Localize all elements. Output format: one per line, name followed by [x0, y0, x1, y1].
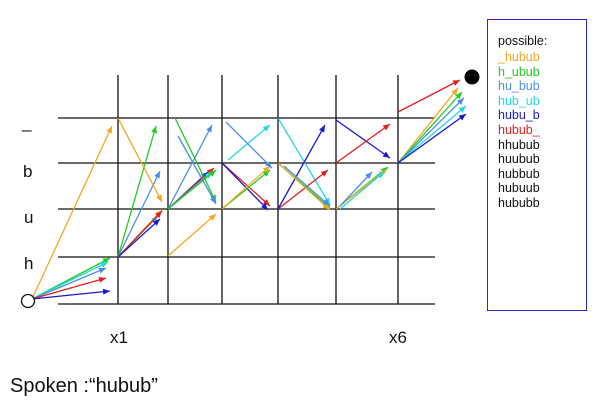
arrow	[277, 124, 326, 210]
arrow	[117, 117, 163, 203]
arrow	[31, 125, 113, 300]
x-label-last: x6	[389, 328, 407, 347]
arrow	[221, 162, 269, 211]
x-label-first: x1	[110, 328, 128, 347]
arrow	[31, 267, 107, 300]
arrow	[397, 105, 467, 164]
path-arrows	[31, 79, 467, 300]
arrow	[31, 261, 109, 300]
possible-paths-legend: possible: _hubub h_ubub hu_bub hub_ub hu…	[487, 19, 587, 311]
arrow	[397, 113, 467, 164]
legend-item: hubuub	[498, 181, 540, 196]
arrow	[31, 288, 111, 300]
arrow	[397, 79, 461, 113]
row-label-h: h	[24, 254, 33, 273]
arrow	[283, 165, 331, 207]
arrow	[225, 121, 273, 169]
end-node	[464, 69, 480, 85]
arrow	[117, 210, 163, 258]
arrow	[174, 117, 217, 203]
arrow	[31, 277, 107, 300]
legend-item: hububb	[498, 195, 540, 210]
legend-item: hubu_b	[498, 108, 540, 123]
arrow	[117, 218, 161, 258]
arrow	[167, 169, 217, 210]
arrow	[167, 213, 217, 257]
row-label-b: b	[23, 162, 32, 181]
arrow	[397, 87, 459, 164]
arrow	[335, 119, 391, 159]
row-label-blank: _	[21, 113, 32, 132]
arrow	[221, 165, 271, 210]
arrow	[117, 125, 157, 258]
arrow	[277, 169, 329, 210]
legend-item: hubbub	[498, 166, 540, 181]
lattice-grid	[58, 75, 435, 305]
arrow	[339, 171, 385, 210]
arrow	[397, 97, 465, 164]
spoken-caption: Spoken :“hubub”	[10, 375, 158, 397]
legend-item: _hubub	[498, 50, 540, 64]
arrow	[397, 91, 463, 164]
arrow	[221, 162, 271, 207]
arrow	[335, 123, 391, 164]
start-node	[20, 293, 36, 309]
arrow	[227, 124, 271, 161]
arrow	[167, 124, 213, 210]
arrow	[339, 171, 373, 207]
legend-list: _hubub h_ubub hu_bub hub_ub hubu_b hubub…	[498, 50, 540, 211]
row-label-u: u	[24, 208, 33, 227]
arrow	[177, 135, 217, 205]
arrow	[277, 162, 331, 211]
legend-item: h_ubub	[498, 64, 540, 79]
legend-item: hub_ub	[498, 93, 540, 108]
legend-item: hubub_	[498, 122, 540, 137]
ctc-lattice-diagram: _ b u h x1 x6	[20, 69, 480, 347]
legend-item: huubub	[498, 152, 540, 167]
legend-item: hhubub	[498, 137, 540, 152]
legend-item: hu_bub	[498, 79, 540, 94]
legend-title: possible:	[498, 34, 548, 48]
